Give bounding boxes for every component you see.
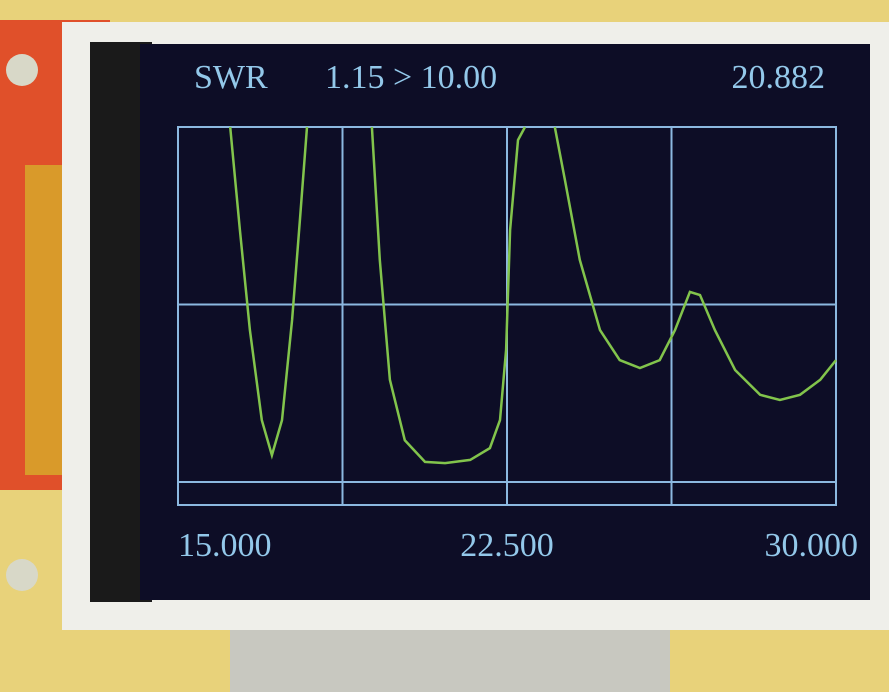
- range-label: 1.15 > 10.00: [325, 59, 497, 96]
- x-tick-label: 15.000: [178, 527, 272, 564]
- screen: [140, 44, 870, 600]
- x-tick-label: 30.000: [765, 527, 859, 564]
- x-tick-label: 22.500: [460, 527, 554, 564]
- swr-curve: [228, 126, 837, 465]
- screw: [6, 54, 38, 86]
- screw: [6, 559, 38, 591]
- marker-label: 20.882: [732, 59, 826, 96]
- metal-plate: [230, 630, 670, 692]
- title: SWR: [194, 59, 268, 96]
